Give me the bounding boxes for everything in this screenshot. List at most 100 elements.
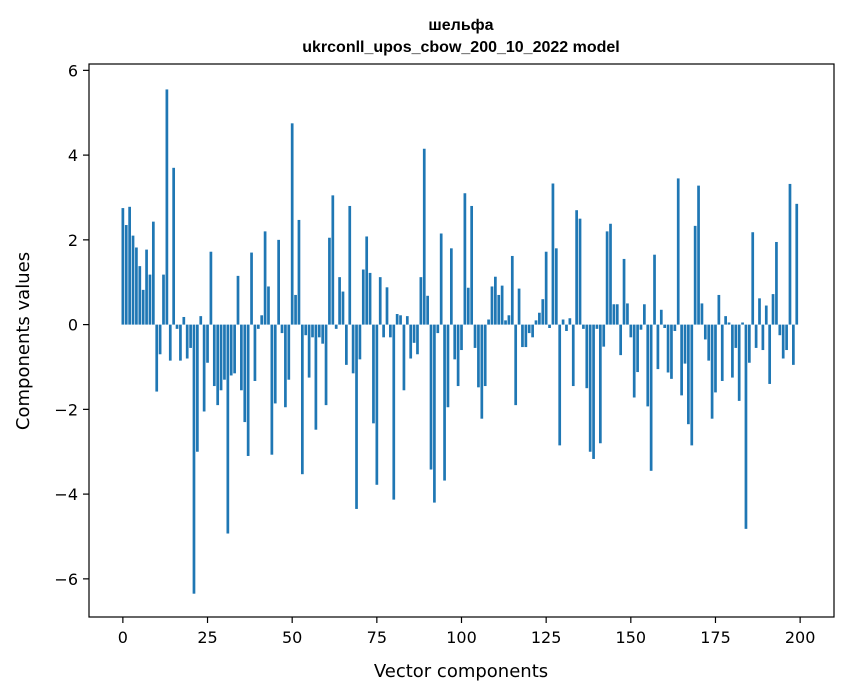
bar-42 bbox=[263, 231, 267, 325]
bar-19 bbox=[185, 324, 189, 359]
bar-121 bbox=[531, 324, 534, 338]
bar-134 bbox=[575, 210, 578, 325]
bar-161 bbox=[666, 324, 670, 373]
x-tick-label: 25 bbox=[197, 628, 217, 647]
bar-105 bbox=[477, 324, 480, 388]
bar-116 bbox=[514, 324, 518, 406]
bar-119 bbox=[524, 324, 528, 348]
bar-177 bbox=[720, 324, 724, 381]
bar-150 bbox=[629, 324, 633, 338]
bar-82 bbox=[399, 315, 402, 325]
bar-69 bbox=[355, 324, 358, 509]
x-tick-label: 100 bbox=[446, 628, 477, 647]
bar-92 bbox=[433, 324, 436, 503]
plot-frame bbox=[88, 63, 835, 618]
bar-26 bbox=[209, 251, 213, 325]
bar-5 bbox=[138, 266, 142, 325]
bar-162 bbox=[670, 324, 673, 379]
bar-27 bbox=[212, 324, 216, 387]
bar-141 bbox=[598, 324, 602, 444]
bar-47 bbox=[280, 324, 284, 334]
bar-199 bbox=[795, 203, 799, 325]
bar-33 bbox=[233, 324, 236, 374]
bar-192 bbox=[771, 294, 775, 325]
bar-127 bbox=[551, 183, 555, 325]
bar-198 bbox=[792, 324, 795, 365]
bar-132 bbox=[568, 318, 572, 325]
x-tick-label: 150 bbox=[616, 628, 647, 647]
bar-74 bbox=[372, 324, 375, 424]
bar-37 bbox=[246, 324, 250, 456]
bar-94 bbox=[439, 233, 443, 325]
bar-45 bbox=[273, 324, 277, 404]
bar-78 bbox=[385, 287, 389, 325]
bar-165 bbox=[680, 324, 683, 396]
bar-0 bbox=[121, 208, 125, 325]
bar-28 bbox=[216, 324, 220, 406]
bar-62 bbox=[331, 195, 335, 325]
bar-99 bbox=[456, 324, 460, 387]
bar-190 bbox=[764, 305, 768, 325]
bar-183 bbox=[741, 322, 744, 325]
bar-20 bbox=[189, 324, 192, 348]
bar-41 bbox=[260, 315, 264, 325]
bar-63 bbox=[334, 324, 338, 329]
bar-40 bbox=[256, 324, 260, 329]
bar-107 bbox=[483, 324, 487, 387]
bar-79 bbox=[389, 324, 392, 338]
bar-176 bbox=[717, 294, 721, 325]
chart-subtitle: ukrconll_upos_cbow_200_10_2022 model bbox=[302, 39, 619, 56]
bar-4 bbox=[135, 247, 138, 325]
x-tick-label: 0 bbox=[118, 628, 128, 647]
bar-109 bbox=[490, 286, 494, 325]
bar-2 bbox=[128, 206, 131, 325]
bar-31 bbox=[226, 324, 230, 534]
bar-77 bbox=[382, 324, 385, 338]
bar-163 bbox=[673, 324, 677, 331]
bar-38 bbox=[250, 252, 253, 325]
bar-174 bbox=[710, 324, 714, 419]
bar-46 bbox=[277, 239, 280, 325]
bar-149 bbox=[626, 303, 629, 325]
bar-112 bbox=[500, 285, 504, 325]
bar-68 bbox=[351, 324, 355, 374]
bar-124 bbox=[541, 299, 545, 325]
bar-23 bbox=[199, 316, 203, 325]
y-tick-label: 2 bbox=[68, 231, 78, 250]
bar-75 bbox=[375, 324, 379, 485]
bar-135 bbox=[578, 218, 582, 325]
bar-130 bbox=[561, 319, 565, 325]
bar-167 bbox=[687, 324, 690, 425]
bar-175 bbox=[714, 324, 717, 393]
bar-29 bbox=[219, 324, 223, 391]
bar-139 bbox=[592, 324, 595, 459]
bar-14 bbox=[168, 324, 172, 361]
bar-111 bbox=[497, 294, 501, 325]
bar-159 bbox=[659, 309, 663, 325]
bars-group bbox=[121, 89, 799, 594]
bar-98 bbox=[453, 324, 457, 360]
bar-178 bbox=[724, 316, 727, 325]
bar-110 bbox=[494, 276, 497, 325]
bar-160 bbox=[663, 324, 667, 328]
bar-7 bbox=[145, 249, 148, 325]
bar-49 bbox=[287, 324, 291, 380]
bar-137 bbox=[585, 324, 589, 389]
bar-193 bbox=[775, 241, 778, 325]
bar-104 bbox=[473, 324, 477, 348]
bar-194 bbox=[778, 324, 782, 336]
bar-173 bbox=[707, 324, 711, 361]
bar-152 bbox=[636, 324, 639, 373]
bar-185 bbox=[747, 324, 751, 363]
bar-197 bbox=[788, 183, 792, 325]
bar-158 bbox=[656, 324, 660, 370]
bar-80 bbox=[392, 324, 396, 500]
bar-9 bbox=[151, 221, 155, 325]
bar-113 bbox=[504, 320, 507, 325]
bar-171 bbox=[700, 303, 704, 325]
bar-90 bbox=[426, 295, 429, 325]
y-tick-label: −6 bbox=[54, 570, 78, 589]
bar-54 bbox=[304, 324, 308, 336]
